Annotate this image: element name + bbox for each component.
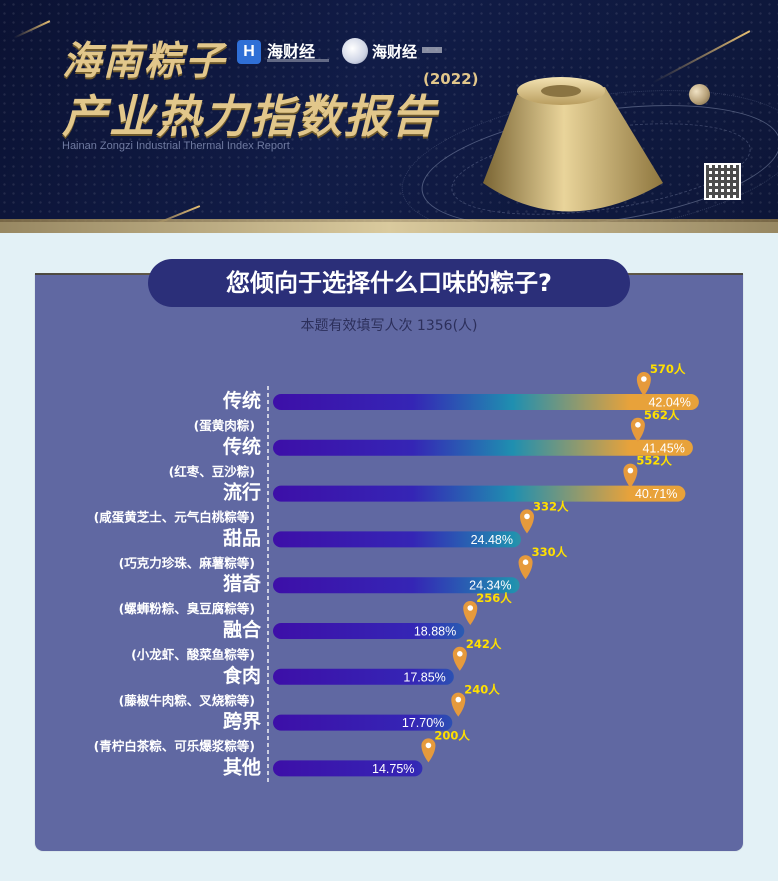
- qr-code: [704, 163, 741, 200]
- location-pin-dot: [635, 422, 641, 428]
- bar: [273, 485, 686, 502]
- category-label: 融合: [223, 618, 262, 641]
- bar: [273, 623, 465, 639]
- report-year: (2022): [423, 70, 479, 88]
- bar: [273, 714, 453, 731]
- count-label: 330人: [532, 545, 568, 559]
- category-label: 传统: [222, 435, 261, 458]
- bar: [273, 760, 423, 777]
- category-sublabel: (红枣、豆沙粽): [169, 464, 255, 479]
- category-label: 跨界: [223, 711, 261, 733]
- location-pin-icon: [452, 646, 467, 671]
- category-sublabel: (咸蛋黄芝士、元气白桃粽等): [94, 510, 255, 525]
- count-label: 562人: [644, 408, 680, 422]
- count-label: 552人: [636, 454, 672, 468]
- location-pin-dot: [641, 376, 647, 382]
- location-pin-dot: [467, 605, 474, 611]
- report-subtitle-en: Hainan Zongzi Industrial Thermal Index R…: [62, 140, 290, 152]
- location-pin-dot: [524, 513, 530, 520]
- bar-value-label: 24.34%: [469, 579, 511, 593]
- location-pin-icon: [519, 509, 534, 534]
- location-pin-icon: [518, 555, 533, 580]
- report-title-line1: 海南粽子: [62, 39, 227, 84]
- planet-decoration: [689, 84, 710, 105]
- category-label: 甜品: [223, 526, 261, 549]
- category-label: 传统: [222, 389, 261, 412]
- logo-h-icon: H: [237, 40, 261, 64]
- bar-value-label: 14.75%: [372, 762, 414, 776]
- count-label: 242人: [466, 637, 502, 651]
- location-pin-dot: [455, 696, 462, 703]
- bar-value-label: 17.70%: [402, 716, 444, 730]
- bar: [273, 577, 520, 594]
- location-pin-icon: [421, 738, 436, 763]
- bar-value-label: 18.88%: [414, 625, 456, 639]
- count-label: 200人: [434, 728, 470, 742]
- category-sublabel: (小龙虾、酸菜鱼粽等): [131, 647, 255, 662]
- location-pin-icon: [451, 692, 466, 717]
- count-label: 332人: [533, 499, 569, 513]
- bar-value-label: 24.48%: [471, 533, 513, 547]
- category-sublabel: (藤椒牛肉粽、叉烧粽等): [119, 693, 255, 708]
- count-label: 256人: [476, 591, 512, 605]
- location-pin-dot: [457, 651, 463, 657]
- location-pin-dot: [627, 467, 634, 474]
- report-title-line2: 产业热力指数报告: [62, 90, 439, 143]
- count-label: 240人: [464, 683, 500, 697]
- count-label: 570人: [650, 362, 686, 376]
- logo-name: 海财经: [267, 42, 316, 61]
- haicaijing-logo-secondary: 海财经: [342, 38, 452, 68]
- category-label: 猎奇: [223, 572, 261, 595]
- logo-small-mark: [422, 47, 442, 53]
- location-pin-icon: [630, 417, 645, 442]
- location-pin-icon: [623, 463, 638, 488]
- location-pin-icon: [463, 601, 478, 625]
- category-sublabel: (螺蛳粉粽、臭豆腐粽等): [119, 601, 255, 616]
- category-sublabel: (蛋黄肉粽): [194, 418, 255, 433]
- bar-value-label: 17.85%: [403, 670, 445, 684]
- logo-sphere-icon: [342, 38, 368, 64]
- bar: [273, 531, 521, 548]
- bar-value-label: 41.45%: [642, 441, 684, 455]
- location-pin-dot: [522, 559, 529, 565]
- location-pin-dot: [425, 742, 432, 749]
- respondents-note: 本题有效填写人次 1356(人): [300, 318, 478, 334]
- category-sublabel: (巧克力珍珠、麻薯粽等): [119, 555, 255, 570]
- logo-name: 海财经: [372, 43, 418, 61]
- bar-value-label: 40.71%: [635, 487, 677, 501]
- bar-value-label: 42.04%: [648, 396, 690, 410]
- category-label: 流行: [223, 481, 261, 504]
- survey-question: 您倾向于选择什么口味的粽子?: [148, 259, 630, 307]
- report-banner: 海南粽子 产业热力指数报告 (2022) Hainan Zongzi Indus…: [0, 0, 778, 222]
- bar: [273, 394, 699, 410]
- haicaijing-logo: H 海财经: [237, 38, 329, 68]
- bar: [273, 668, 454, 685]
- category-label: 食肉: [223, 664, 261, 687]
- location-pin-icon: [636, 372, 651, 396]
- banner-gold-strip: [0, 219, 778, 233]
- zongzi-cone-illustration: [483, 77, 663, 212]
- category-sublabel: (青柠白茶粽、可乐爆浆粽等): [94, 739, 255, 754]
- logo-tagline: [267, 59, 329, 62]
- bar: [273, 439, 693, 456]
- survey-card: [35, 275, 743, 851]
- category-label: 其他: [223, 755, 261, 778]
